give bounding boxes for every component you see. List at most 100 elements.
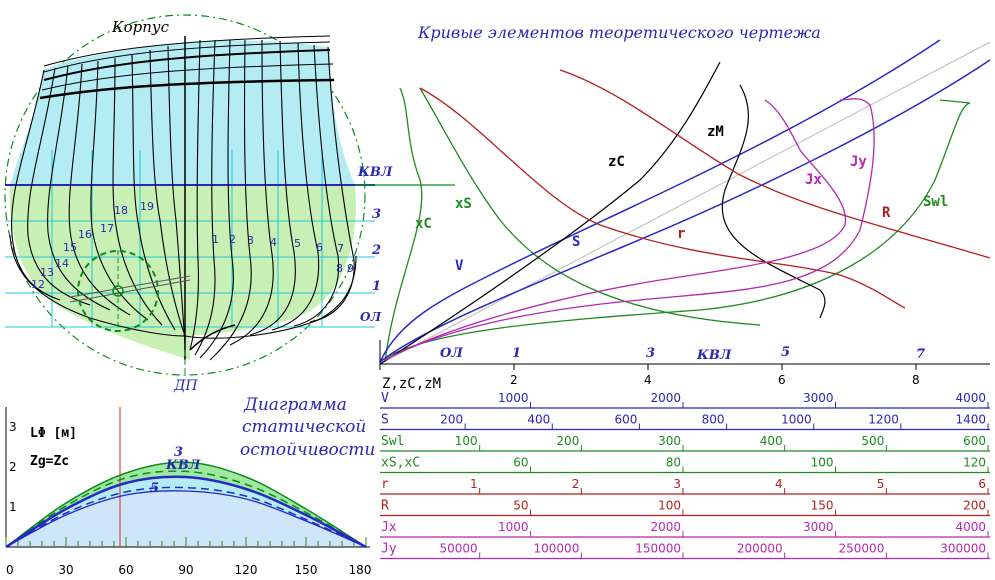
station-1: 1 bbox=[212, 233, 219, 246]
scale-label-7-5: 300000 bbox=[940, 542, 986, 556]
stability-title-line-1: Диаграмма bbox=[243, 395, 347, 415]
scale-label-1-0: 200 bbox=[440, 413, 463, 427]
heel-waterline-2 bbox=[69, 275, 191, 298]
stability-title-line-3: остойчивости bbox=[240, 440, 375, 460]
station-17: 17 bbox=[100, 222, 114, 235]
stability-x-tick-30: 30 bbox=[58, 563, 73, 577]
scale-label-2-4: 500 bbox=[861, 434, 884, 448]
scale-label-3-3: 120 bbox=[963, 456, 986, 470]
scale-label-1-4: 1000 bbox=[781, 413, 812, 427]
curves-of-form: Кривые элементов теоретического чертежа … bbox=[379, 23, 991, 560]
scale-label-1-2: 600 bbox=[615, 413, 638, 427]
scale-label-6-3: 4000 bbox=[955, 520, 986, 534]
scale-label-4-3: 4 bbox=[775, 477, 783, 491]
scale-label-3-1: 80 bbox=[666, 456, 681, 470]
scale-label-0-3: 4000 bbox=[955, 391, 986, 405]
station-9: 9 bbox=[347, 262, 354, 275]
stability-x-tick-120: 120 bbox=[235, 563, 258, 577]
scale-label-0-1: 2000 bbox=[650, 391, 681, 405]
scale-label-1-1: 400 bbox=[527, 413, 550, 427]
stability-condition: Zg=Zc bbox=[30, 454, 69, 469]
station-8: 8 bbox=[336, 262, 343, 275]
stability-ylabel: LΦ [м] bbox=[30, 426, 77, 441]
waterline-number-2: 2 bbox=[371, 243, 381, 258]
scale-label-2-0: 100 bbox=[455, 434, 478, 448]
stability-title-line-2: статической bbox=[242, 417, 366, 437]
stability-y-tick-3: 3 bbox=[9, 420, 17, 434]
curve-jx bbox=[384, 99, 847, 361]
baseline-label: ОЛ bbox=[360, 310, 381, 324]
axis-label-7: 7 bbox=[916, 347, 925, 362]
stability-circle bbox=[4, 14, 366, 376]
scale-label-5-0: 50 bbox=[513, 499, 528, 513]
x-tick-6: 6 bbox=[778, 373, 786, 387]
scale-name-2: Swl bbox=[381, 434, 404, 449]
dwl-label: КВЛ bbox=[357, 165, 393, 180]
scale-name-3: xS,xC bbox=[381, 456, 420, 471]
center-marker bbox=[112, 285, 124, 297]
label-v: V bbox=[455, 258, 464, 274]
label-xc: xC bbox=[415, 216, 432, 232]
stability-curve-label-0: 3 bbox=[174, 445, 183, 460]
series-5-line bbox=[5, 490, 367, 548]
station-14: 14 bbox=[55, 257, 69, 270]
station-6: 6 bbox=[316, 241, 323, 254]
curve-jy bbox=[384, 98, 875, 361]
station-2: 2 bbox=[229, 233, 236, 246]
curve-labels: zC zM xS xC V S r Jx Jy R Swl bbox=[415, 124, 948, 274]
heel-waterline-1 bbox=[69, 279, 191, 303]
scale-name-5: R bbox=[381, 499, 389, 514]
station-19: 19 bbox=[140, 200, 154, 213]
scale-label-0-2: 3000 bbox=[803, 391, 834, 405]
axis-label-1: 1 bbox=[512, 346, 521, 361]
bow-frames bbox=[10, 45, 186, 346]
scale-label-6-1: 2000 bbox=[650, 520, 681, 534]
waterline-number-1: 1 bbox=[372, 279, 381, 294]
stability-x-tick-0: 0 bbox=[6, 563, 14, 577]
waterline-axis-labels: ОЛ 1 3 КВЛ 5 7 bbox=[440, 345, 925, 363]
waterline-number-3: 3 bbox=[372, 207, 381, 222]
station-13: 13 bbox=[40, 266, 54, 279]
series-5-dashed bbox=[5, 486, 367, 548]
scale-label-7-2: 150000 bbox=[635, 542, 681, 556]
centerline-label: ДП bbox=[173, 378, 198, 394]
stability-x-tick-60: 60 bbox=[118, 563, 133, 577]
scale-label-4-5: 6 bbox=[978, 477, 986, 491]
curve-xc bbox=[384, 87, 423, 363]
curves-title: Кривые элементов теоретического чертежа bbox=[417, 23, 821, 42]
scale-name-1: S bbox=[381, 413, 389, 428]
scale-label-3-2: 100 bbox=[811, 456, 834, 470]
curve-zc bbox=[379, 61, 721, 365]
x-axis-ticks bbox=[379, 364, 917, 370]
reference-diagonal bbox=[379, 41, 991, 365]
stern-frames bbox=[9, 39, 357, 361]
label-s: S bbox=[572, 234, 580, 250]
scale-label-3-0: 60 bbox=[513, 456, 528, 470]
axis-label-5: 5 bbox=[781, 345, 790, 360]
stability-curve-label-2: 5 bbox=[150, 481, 159, 496]
label-zc: zC bbox=[608, 154, 625, 170]
scale-label-2-5: 600 bbox=[963, 434, 986, 448]
scale-label-1-6: 1400 bbox=[955, 413, 986, 427]
station-labels: 1 2 3 4 5 6 7 8 9 12 13 14 15 16 17 18 1… bbox=[31, 200, 354, 291]
curve-r bbox=[419, 87, 906, 309]
x-tick-8: 8 bbox=[912, 373, 920, 387]
x-axis-label: Z,zC,zM bbox=[382, 376, 441, 392]
label-r-big: R bbox=[882, 205, 891, 221]
station-3: 3 bbox=[247, 234, 254, 247]
stability-x-tick-150: 150 bbox=[295, 563, 318, 577]
series-kvl-line bbox=[5, 475, 367, 549]
stability-diagram: Диаграмма статической остойчивости LΦ [м… bbox=[5, 395, 375, 577]
scale-label-0-0: 1000 bbox=[498, 391, 529, 405]
x-tick-2: 2 bbox=[510, 373, 518, 387]
stability-x-tick-90: 90 bbox=[178, 563, 193, 577]
station-15: 15 bbox=[63, 241, 77, 254]
scale-label-2-2: 300 bbox=[658, 434, 681, 448]
scale-name-0: V bbox=[381, 391, 389, 406]
scale-label-4-4: 5 bbox=[877, 477, 885, 491]
curve-xs bbox=[419, 87, 761, 326]
scale-label-7-3: 200000 bbox=[737, 542, 783, 556]
axis-label-3: 3 bbox=[646, 346, 655, 361]
